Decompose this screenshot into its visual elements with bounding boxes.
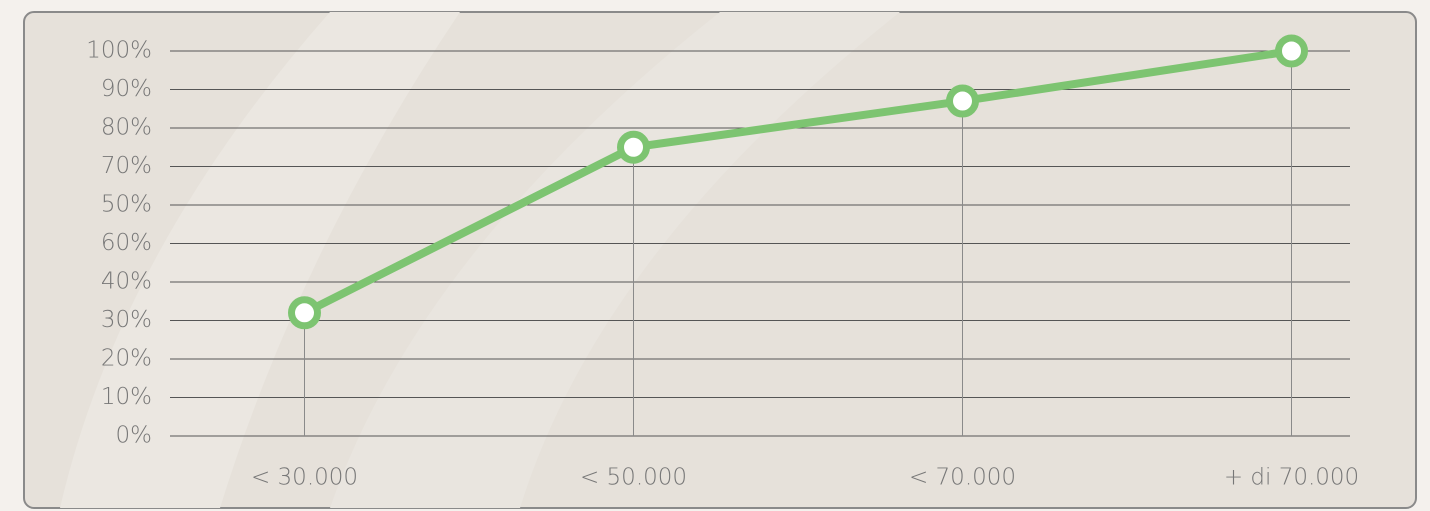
decor-swoosh <box>330 12 900 508</box>
y-tick-label: 60% <box>101 230 152 256</box>
point-marker <box>1275 34 1308 68</box>
x-tick-label: < 70.000 <box>909 465 1016 491</box>
y-tick-label: 70% <box>101 153 152 179</box>
y-tick-label: 20% <box>101 346 152 372</box>
x-tick-label: + di 70.000 <box>1224 465 1359 491</box>
point-marker <box>288 296 321 330</box>
decor-swoosh <box>60 12 460 508</box>
point-marker <box>946 84 979 118</box>
y-tick-label: 90% <box>101 76 152 102</box>
point-marker <box>617 130 650 164</box>
x-tick-label: < 50.000 <box>580 465 687 491</box>
y-tick-label: 50% <box>101 192 152 218</box>
y-tick-label: 40% <box>101 269 152 295</box>
y-tick-label: 100% <box>86 38 152 64</box>
y-tick-label: 30% <box>101 307 152 333</box>
y-tick-label: 10% <box>101 384 152 410</box>
x-tick-label: < 30.000 <box>251 465 358 491</box>
y-tick-label: 80% <box>101 115 152 141</box>
grid: 0% 10% 20% 30% 40% 60% 50% 70% 80% 90% 100% < 30.00… <box>86 38 1359 491</box>
plot <box>288 34 1308 436</box>
series-line <box>302 47 1293 317</box>
y-tick-label: 0% <box>116 423 153 449</box>
